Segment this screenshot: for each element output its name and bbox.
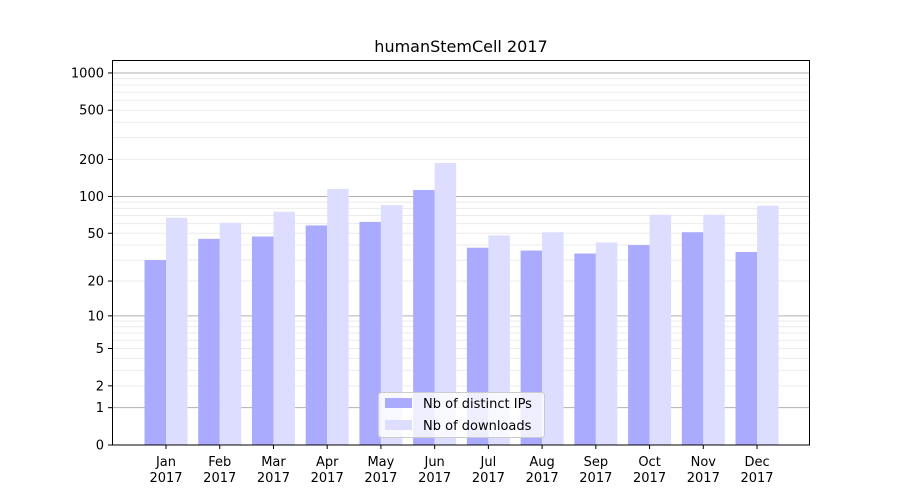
bar-downloads	[703, 214, 725, 445]
x-tick-label-month: Mar	[261, 455, 286, 470]
bar-downloads	[595, 242, 618, 445]
x-tick-label-year: 2017	[257, 471, 290, 486]
legend: Nb of distinct IPs Nb of downloads	[378, 392, 545, 438]
y-tick-label: 50	[87, 227, 104, 242]
bar-distinct-ips	[198, 238, 220, 445]
y-axis: 0 1 2 5 10 20 50 100 200 500 1000	[71, 66, 112, 454]
bar-distinct-ips	[251, 236, 274, 445]
x-tick-label-year: 2017	[472, 471, 505, 486]
bar-distinct-ips	[735, 252, 758, 445]
y-tick-label: 20	[87, 275, 104, 290]
x-tick-label-month: Jul	[480, 455, 497, 470]
bar-downloads	[649, 214, 672, 445]
bar-distinct-ips	[628, 245, 650, 445]
x-tick-label-month: Feb	[208, 455, 231, 470]
x-axis: Jan2017Feb2017Mar2017Apr2017May2017Jun20…	[149, 445, 774, 486]
legend-swatch-downloads	[385, 420, 412, 430]
y-tick-label: 1	[96, 401, 104, 416]
bar-distinct-ips	[359, 221, 381, 445]
bar-distinct-ips	[574, 253, 596, 445]
bar-downloads	[757, 205, 779, 445]
x-tick-label-month: Apr	[316, 455, 339, 470]
x-tick-label-year: 2017	[526, 471, 559, 486]
x-tick-label-month: Dec	[744, 455, 769, 470]
chart-title: humanStemCell 2017	[374, 37, 547, 56]
x-tick-label-year: 2017	[633, 471, 666, 486]
x-tick-label-year: 2017	[687, 471, 720, 486]
y-tick-label: 0	[96, 439, 104, 454]
bars	[144, 163, 779, 445]
legend-label-ips: Nb of distinct IPs	[423, 397, 532, 412]
x-tick-label-month: Aug	[529, 455, 554, 470]
x-tick-label-year: 2017	[203, 471, 236, 486]
bar-downloads	[219, 222, 242, 445]
x-tick-label-month: Nov	[691, 455, 717, 470]
legend-swatch-ips	[385, 398, 412, 408]
bar-downloads	[434, 163, 457, 445]
bar-distinct-ips	[681, 232, 704, 445]
y-tick-label: 500	[79, 104, 104, 119]
bar-distinct-ips	[413, 189, 435, 445]
bar-distinct-ips	[305, 225, 328, 445]
x-tick-label-month: Oct	[638, 455, 660, 470]
legend-frame	[378, 392, 545, 438]
y-tick-label: 200	[79, 153, 104, 168]
x-tick-label-month: Jun	[423, 455, 444, 470]
x-tick-label-month: Sep	[584, 455, 609, 470]
plot-frame	[112, 60, 810, 446]
bar-downloads	[542, 232, 564, 445]
x-tick-label-year: 2017	[364, 471, 397, 486]
x-tick-label-year: 2017	[418, 471, 451, 486]
x-tick-label-year: 2017	[740, 471, 773, 486]
x-tick-label-year: 2017	[149, 471, 182, 486]
x-tick-label-year: 2017	[579, 471, 612, 486]
y-tick-label: 10	[87, 309, 104, 324]
y-tick-label: 5	[96, 342, 104, 357]
y-tick-label: 100	[79, 190, 104, 205]
legend-label-downloads: Nb of downloads	[423, 419, 532, 434]
bar-downloads	[273, 211, 295, 445]
y-tick-label: 1000	[71, 66, 104, 81]
y-tick-label: 2	[96, 379, 104, 394]
bar-downloads	[327, 189, 349, 445]
bar-downloads	[166, 217, 188, 445]
bar-distinct-ips	[144, 260, 166, 445]
x-tick-label-year: 2017	[311, 471, 344, 486]
bar-downloads	[380, 205, 403, 445]
x-tick-label-month: Jan	[155, 455, 176, 470]
x-tick-label-month: May	[367, 455, 394, 470]
